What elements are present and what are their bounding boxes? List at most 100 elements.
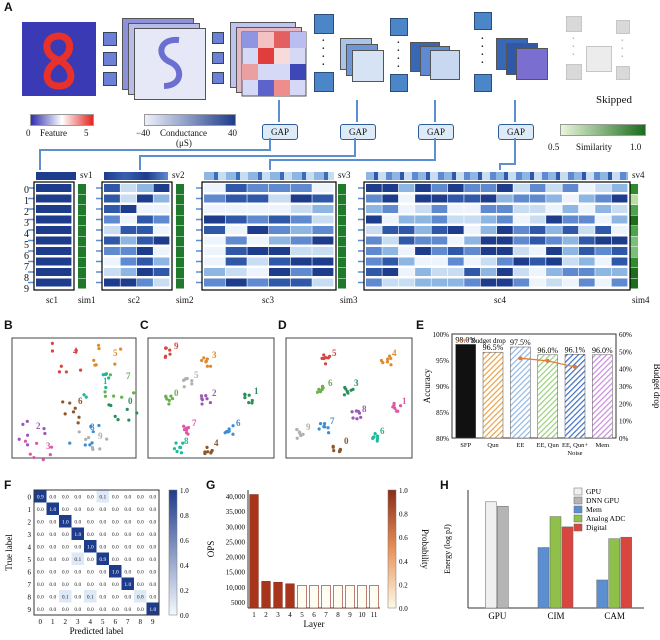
panel-c-label: C [140, 318, 149, 332]
x-tick-label: Qun [487, 442, 499, 449]
sc-cell [562, 236, 579, 245]
sc-cell [513, 205, 530, 213]
sc-cell [120, 278, 137, 287]
colorbar-tick-label: 0.8 [399, 511, 408, 519]
cm-cell [146, 552, 159, 565]
sc-cell [104, 226, 120, 234]
conductance-max: 40 [228, 128, 237, 138]
cm-cell [109, 527, 122, 540]
sv3-label: sv3 [338, 170, 351, 180]
tsne-point [247, 400, 251, 405]
tsne-point [322, 421, 327, 426]
sc-cell [447, 278, 464, 287]
tsne-digit-label: 4 [73, 346, 78, 356]
x-tick-label: CIM [547, 611, 564, 621]
tsne-point [346, 391, 350, 395]
tsne-point [77, 415, 81, 419]
sc-cell [247, 268, 269, 276]
sc-cell [398, 194, 415, 203]
sc-cell [247, 226, 269, 234]
sc-cell [269, 236, 291, 245]
energy-bar [596, 579, 608, 609]
y-tick-label: 95% [436, 357, 449, 365]
sc-cell [269, 226, 291, 234]
ops-bar [333, 585, 343, 609]
cm-value: 0.0 [62, 607, 69, 613]
sc-cell [312, 226, 334, 234]
tsne-point [77, 430, 81, 434]
tsne-digit-label: 1 [103, 376, 108, 386]
y-tick-label: 5000 [231, 599, 246, 607]
cm-cell [71, 590, 84, 603]
sc-cell [611, 194, 628, 203]
sc-cell [562, 226, 579, 234]
plot-frame [451, 333, 617, 439]
tsne-point [113, 414, 117, 418]
sc-cell [247, 205, 269, 213]
sc-cell [269, 194, 291, 203]
bar-value-label: 97.5% [510, 338, 531, 347]
sc-cell [513, 278, 530, 287]
sc-cell [36, 247, 72, 255]
cm-value: 0.0 [137, 557, 144, 563]
cm-cell [59, 490, 72, 503]
tsne-digit-label: 8 [184, 436, 189, 446]
tsne-point [42, 427, 46, 431]
sc-cell [104, 215, 120, 224]
cm-value: 0.0 [87, 569, 94, 575]
sc-cell [447, 236, 464, 245]
cm-cell [59, 502, 72, 515]
sc-cell [480, 278, 497, 287]
cm-value: 0.0 [149, 507, 156, 513]
y-tick-label: 30,000 [226, 523, 246, 531]
sc-cell [464, 268, 481, 276]
cm-value: 0.0 [149, 569, 156, 575]
sc-cell [595, 226, 612, 234]
sc-cell [447, 205, 464, 213]
sc-cell [464, 205, 481, 213]
energy-bar [561, 526, 574, 609]
cm-value: 0.0 [124, 557, 131, 563]
sc-cell [513, 236, 530, 245]
sim-cell [78, 278, 86, 289]
sc-cell [578, 215, 595, 224]
cm-cell [84, 502, 97, 515]
tsne-point [169, 394, 173, 398]
colorbar-tick-label: 0.4 [180, 562, 189, 570]
tsne-digit-label: 2 [36, 421, 41, 431]
tsne-point [73, 406, 77, 410]
cm-value: 0.1 [87, 594, 94, 600]
tsne-point [182, 385, 186, 389]
y-tick-label: 5 [28, 556, 32, 564]
sim-cell [338, 236, 346, 247]
y2-tick-label: 50% [619, 348, 632, 356]
ops-bar [357, 585, 367, 609]
x-tick-label: SFP [460, 442, 471, 449]
sc-cell [312, 268, 334, 276]
sc-cell [137, 257, 153, 266]
cm-cell [134, 540, 147, 553]
sc-cell [398, 257, 415, 266]
sc-cell [578, 268, 595, 276]
colorbar-tick-label: 0.0 [180, 612, 189, 620]
cm-value: 0.0 [112, 594, 119, 600]
cm-value: 0.0 [37, 507, 44, 513]
y2-tick-label: 0% [619, 435, 629, 443]
sim-cell [78, 205, 86, 215]
cm-value: 0.0 [112, 532, 119, 538]
x-tick-label: CAM [604, 611, 625, 621]
cm-cell [146, 565, 159, 578]
panel-f-label: F [4, 478, 12, 492]
cm-cell [84, 552, 97, 565]
cm-value: 0.0 [49, 594, 56, 600]
tsne-point [68, 401, 72, 405]
sc-cell [204, 184, 226, 192]
tsne-point [105, 437, 109, 441]
cm-value: 0.0 [37, 532, 44, 538]
sc-cell [382, 236, 399, 245]
tsne-point [317, 427, 321, 431]
sim-cell [630, 215, 638, 226]
cm-cell [59, 602, 72, 615]
sc-cell [431, 257, 448, 266]
tsne-point [323, 362, 328, 366]
